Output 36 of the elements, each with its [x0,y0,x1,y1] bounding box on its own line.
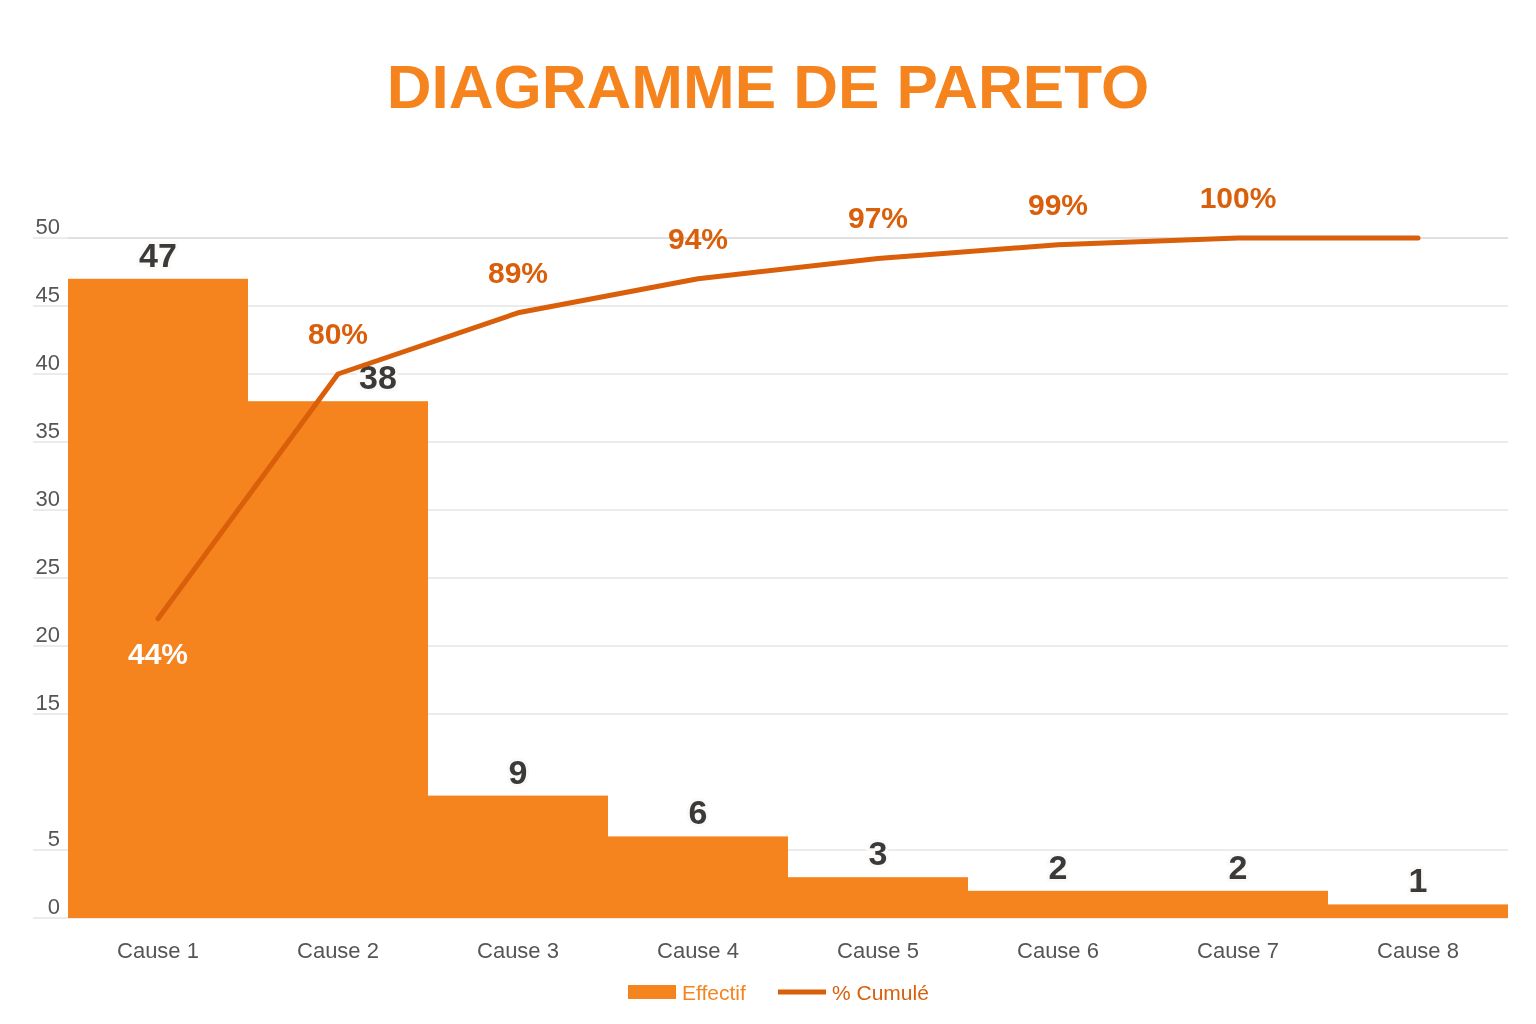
data-label: 2 [1228,847,1248,886]
y-tick-label: 5 [47,825,60,851]
data-label: 89% [487,255,549,289]
x-tick-label: Cause 4 [657,938,739,963]
y-tick-label: 30 [35,485,60,511]
data-label: 38 [359,358,397,397]
x-tick-label: Cause 7 [1197,938,1279,963]
data-label: 1 [1408,861,1428,900]
data-label: 80% [307,317,369,350]
data-label: 99% [1027,187,1089,221]
legend-label: Effectif [682,981,746,1004]
y-tick-label: 45 [35,281,60,307]
data-label: 100% [1199,181,1277,214]
x-tick-label: Cause 5 [837,938,919,963]
y-tick-label: 15 [35,689,60,715]
y-tick-label: 40 [35,349,60,375]
data-label: 47 [139,235,177,274]
y-tick-label: 50 [35,213,60,239]
data-label: 9 [508,752,528,791]
y-tick-label: 35 [35,417,60,443]
y-tick-label: 25 [35,553,60,579]
y-tick-label: 20 [35,621,60,647]
data-label: 44% [127,636,189,670]
y-tick-label: 0 [47,893,60,919]
legend-label: % Cumulé [832,981,929,1004]
x-tick-label: Cause 2 [297,938,379,963]
data-label: 6 [688,793,708,832]
x-tick-label: Cause 8 [1377,938,1459,963]
x-tick-label: Cause 1 [117,938,199,963]
data-label: 2 [1048,847,1068,886]
data-label: 3 [868,834,888,873]
chart-title: DIAGRAMME DE PARETO [386,52,1150,121]
x-tick-label: Cause 6 [1017,938,1099,963]
data-label: 94% [667,221,729,255]
x-tick-label: Cause 3 [477,938,559,963]
data-label: 97% [847,201,909,235]
